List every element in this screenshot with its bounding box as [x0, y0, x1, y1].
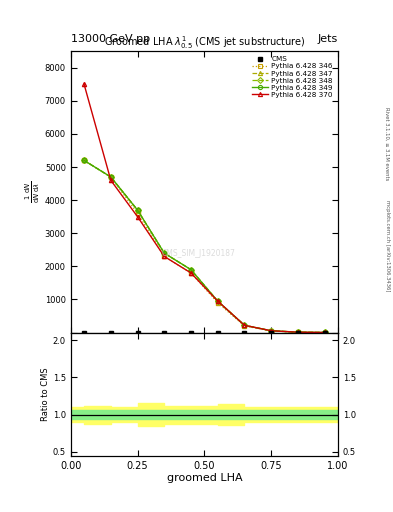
Line: CMS: CMS: [82, 330, 327, 335]
CMS: [322, 330, 327, 336]
CMS: [162, 330, 167, 336]
CMS: [269, 330, 274, 336]
Text: Rivet 3.1.10, ≥ 3.1M events: Rivet 3.1.10, ≥ 3.1M events: [385, 106, 389, 180]
CMS: [82, 330, 86, 336]
Text: 13000 GeV pp: 13000 GeV pp: [71, 33, 150, 44]
X-axis label: groomed LHA: groomed LHA: [167, 473, 242, 483]
CMS: [135, 330, 140, 336]
CMS: [108, 330, 113, 336]
CMS: [296, 330, 300, 336]
CMS: [242, 330, 247, 336]
Text: CMS_SIM_J1920187: CMS_SIM_J1920187: [162, 249, 236, 258]
Text: Jets: Jets: [318, 33, 338, 44]
Title: Groomed LHA $\lambda^{1}_{0.5}$ (CMS jet substructure): Groomed LHA $\lambda^{1}_{0.5}$ (CMS jet…: [104, 34, 305, 51]
Legend: CMS, Pythia 6.428 346, Pythia 6.428 347, Pythia 6.428 348, Pythia 6.428 349, Pyt: CMS, Pythia 6.428 346, Pythia 6.428 347,…: [250, 55, 334, 99]
Y-axis label: $\frac{1}{\mathrm{d}N}\frac{\mathrm{d}N}{\mathrm{d}\lambda}$: $\frac{1}{\mathrm{d}N}\frac{\mathrm{d}N}…: [24, 181, 42, 203]
CMS: [189, 330, 193, 336]
Text: mcplots.cern.ch [arXiv:1306.3436]: mcplots.cern.ch [arXiv:1306.3436]: [385, 200, 389, 291]
CMS: [215, 330, 220, 336]
Y-axis label: Ratio to CMS: Ratio to CMS: [41, 367, 50, 421]
